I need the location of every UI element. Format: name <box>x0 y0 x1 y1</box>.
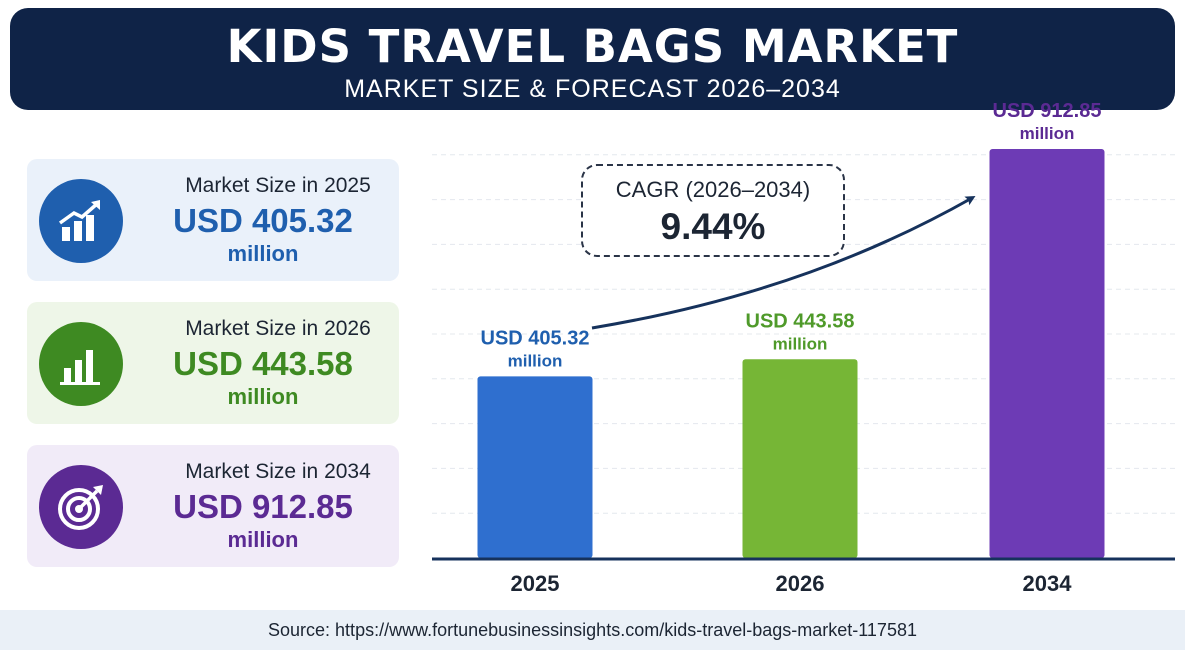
bar-2025 <box>477 376 593 558</box>
data-label-unit: million <box>1020 124 1075 143</box>
card-unit: million <box>227 384 299 409</box>
header-banner: KIDS TRAVEL BAGS MARKET MARKET SIZE & FO… <box>10 8 1175 110</box>
bar-2026 <box>742 359 858 558</box>
source-text: Source: https://www.fortunebusinessinsig… <box>268 620 917 640</box>
x-tick-label: 2026 <box>776 571 825 596</box>
target-icon <box>39 465 123 549</box>
page-subtitle: MARKET SIZE & FORECAST 2026–2034 <box>344 75 841 103</box>
cagr-value: 9.44% <box>660 206 766 247</box>
x-tick-label: 2025 <box>511 571 560 596</box>
page-title: KIDS TRAVEL BAGS MARKET <box>226 20 959 73</box>
market-size-card-2025: Market Size in 2025 USD 405.32 million <box>27 159 399 281</box>
data-label-amount: USD 443.58 <box>746 310 855 332</box>
cagr-callout: CAGR (2026–2034) 9.44% <box>581 164 845 257</box>
data-label-unit: million <box>508 351 563 370</box>
card-unit: million <box>227 527 299 552</box>
bar-chart-icon <box>39 322 123 406</box>
card-label: Market Size in 2025 <box>185 174 371 197</box>
x-tick-label: 2034 <box>1023 571 1073 596</box>
card-value: USD 405.32 <box>173 202 353 239</box>
card-label: Market Size in 2026 <box>185 317 371 340</box>
card-value: USD 912.85 <box>173 488 353 525</box>
growth-chart-icon <box>39 179 123 263</box>
source-footer: Source: https://www.fortunebusinessinsig… <box>0 610 1185 650</box>
card-value: USD 443.58 <box>173 345 353 382</box>
data-label-unit: million <box>773 334 828 353</box>
data-label-amount: USD 912.85 <box>993 100 1102 122</box>
market-size-card-2026: Market Size in 2026 USD 443.58 million <box>27 302 399 424</box>
bar-chart: USD 405.32 million 2025 USD 443.58 million 20… <box>432 100 1175 596</box>
data-label-amount: USD 405.32 <box>481 327 590 349</box>
card-unit: million <box>227 241 299 266</box>
bar-2034 <box>989 149 1105 558</box>
trend-arrow <box>591 196 976 330</box>
card-label: Market Size in 2034 <box>185 460 371 483</box>
cagr-label: CAGR (2026–2034) <box>615 177 811 202</box>
market-size-card-2034: Market Size in 2034 USD 912.85 million <box>27 445 399 567</box>
